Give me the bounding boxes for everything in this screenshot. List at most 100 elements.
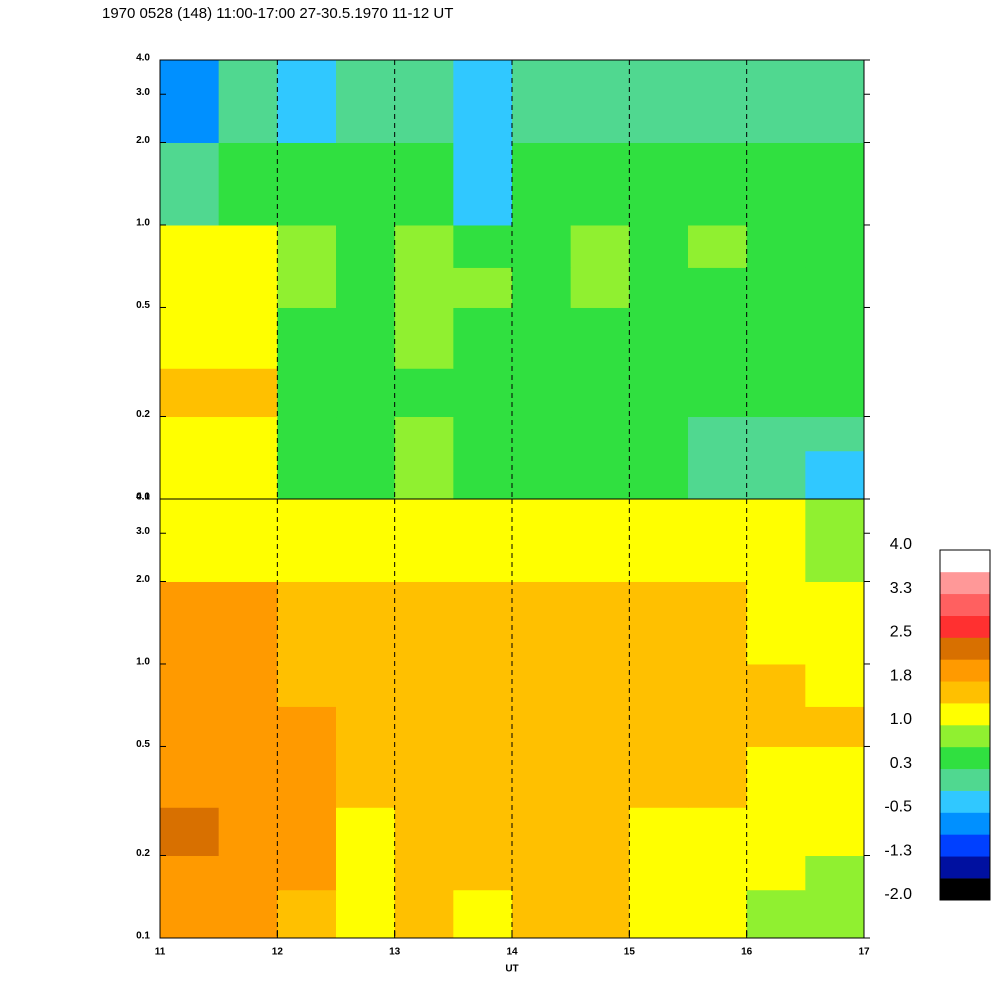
heat-cell [336, 450, 396, 500]
heat-cell [394, 368, 454, 418]
heat-cell [629, 224, 689, 268]
heat-cell [688, 224, 748, 268]
heat-cell [570, 224, 630, 268]
heat-cell [805, 224, 865, 268]
heat-cell [746, 267, 806, 308]
heat-cell [336, 889, 396, 939]
heat-cell [453, 706, 513, 747]
heat-cell [746, 499, 806, 582]
colorbar-frame [939, 549, 991, 901]
heat-cell [629, 307, 689, 369]
x-tick-label: 14 [506, 947, 518, 958]
heat-cell [805, 450, 865, 500]
heat-cell [218, 746, 278, 808]
x-tick-label: 15 [624, 947, 636, 958]
heat-cell [688, 499, 748, 582]
y-tick-label: 1.0 [136, 657, 150, 668]
heat-cell [688, 581, 748, 665]
heat-cell [218, 142, 278, 226]
heat-cell [570, 307, 630, 369]
heat-cell [394, 267, 454, 308]
heat-cell [746, 416, 806, 452]
heat-cell [394, 142, 454, 226]
heat-cell [512, 416, 572, 452]
heat-cell [746, 142, 806, 226]
heat-cell [394, 307, 454, 369]
heat-cell [805, 663, 865, 707]
heat-cell [629, 581, 689, 665]
heat-cell [160, 807, 220, 857]
heat-cell [218, 889, 278, 939]
heat-cell [688, 663, 748, 707]
heat-cell [688, 307, 748, 369]
y-tick-label: 0.1 [136, 931, 150, 942]
colorbar-label: 2.5 [890, 624, 912, 641]
heat-cell [336, 581, 396, 665]
heat-cell [218, 307, 278, 369]
heat-cell [218, 663, 278, 707]
heat-cell [277, 142, 337, 226]
heat-cell [277, 889, 337, 939]
heat-cell [805, 581, 865, 665]
heat-cell [394, 746, 454, 808]
heat-cell [805, 60, 865, 143]
heat-cell [336, 499, 396, 582]
heat-cell [746, 746, 806, 808]
colorbar-swatch [940, 878, 990, 901]
heat-cell [512, 142, 572, 226]
heat-cell [453, 416, 513, 452]
heat-cell [629, 663, 689, 707]
y-tick-label: 3.0 [136, 87, 150, 98]
heat-cell [512, 663, 572, 707]
heat-cell [277, 224, 337, 268]
y-tick-label: 0.2 [136, 409, 150, 420]
heat-cell [453, 855, 513, 891]
heat-cell [453, 889, 513, 939]
heat-cell [512, 746, 572, 808]
heat-cell [629, 499, 689, 582]
colorbar-label: 1.8 [890, 667, 912, 684]
heat-cell [218, 450, 278, 500]
x-tick-label: 11 [155, 947, 166, 958]
heat-cell [570, 807, 630, 857]
heat-cell [688, 855, 748, 891]
x-tick-label: 13 [389, 947, 401, 958]
y-tick-label: 4.0 [136, 53, 150, 64]
heat-cell [512, 60, 572, 143]
y-tick-label: 4.0 [136, 492, 150, 503]
heat-cell [160, 368, 220, 418]
y-tick-label: 1.0 [136, 218, 150, 229]
colorbar-swatch [940, 812, 990, 835]
heat-cell [805, 746, 865, 808]
heat-cell [453, 807, 513, 857]
heat-cell [570, 706, 630, 747]
heat-cell [336, 142, 396, 226]
heat-cell [277, 499, 337, 582]
heat-cell [570, 267, 630, 308]
y-tick-label: 2.0 [136, 574, 150, 585]
heat-cell [688, 416, 748, 452]
heat-cell [218, 499, 278, 582]
y-tick-label: 0.5 [136, 300, 150, 311]
heat-cell [688, 267, 748, 308]
colorbar-swatch [940, 571, 990, 595]
heat-cell [629, 60, 689, 143]
colorbar-swatch [940, 856, 990, 879]
heat-cell [746, 368, 806, 418]
heat-cell [629, 450, 689, 500]
heat-cell [570, 368, 630, 418]
colorbar-label: -1.3 [884, 842, 912, 859]
heat-cell [570, 416, 630, 452]
x-tick-label: 17 [858, 947, 870, 958]
heat-cell [570, 746, 630, 808]
heat-cell [394, 706, 454, 747]
heat-cell [160, 307, 220, 369]
heat-cell [394, 224, 454, 268]
heat-cell [805, 889, 865, 939]
heat-cell [805, 368, 865, 418]
heat-cell [746, 807, 806, 857]
y-tick-label: 0.2 [136, 848, 150, 859]
heat-cell [570, 499, 630, 582]
heat-cell [394, 60, 454, 143]
